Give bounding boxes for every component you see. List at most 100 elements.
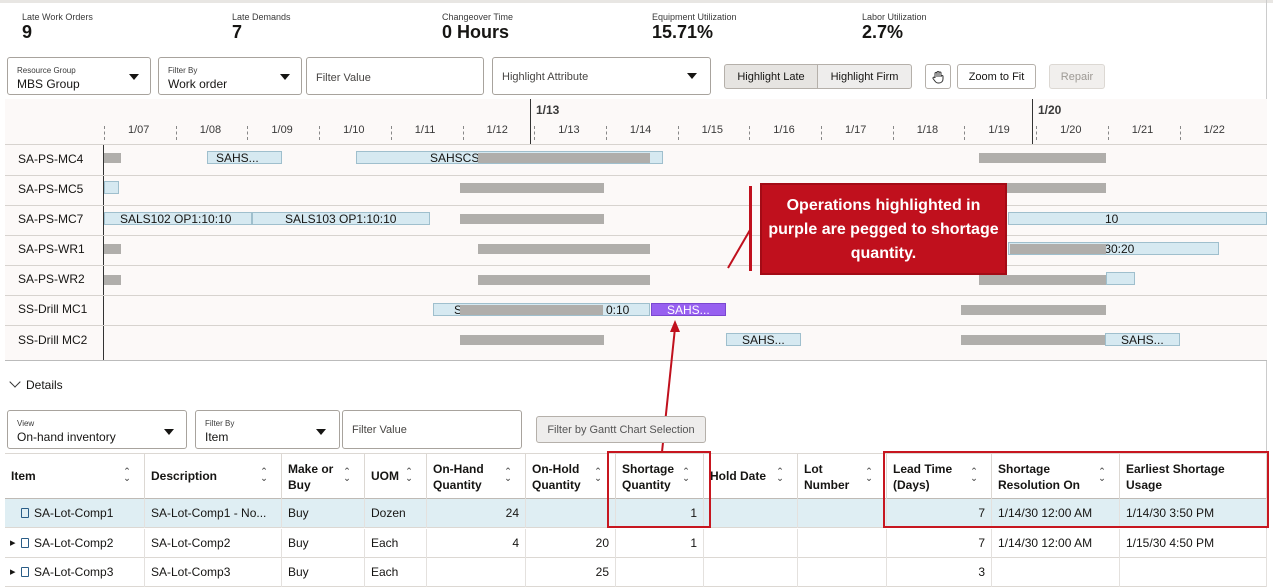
- resource-label[interactable]: SA-PS-MC7: [18, 212, 84, 226]
- gantt-operation-bar[interactable]: [478, 153, 650, 163]
- column-header[interactable]: Lot Number ⌃⌄: [798, 453, 887, 499]
- metric-changeover-time[interactable]: Changeover Time 0 Hours: [442, 12, 513, 43]
- sort-icon[interactable]: ⌃⌄: [504, 467, 514, 481]
- gantt-operation-bar[interactable]: [460, 183, 604, 193]
- highlight-firm-button[interactable]: Highlight Firm: [817, 64, 912, 89]
- column-header[interactable]: Item ⌃⌄: [5, 453, 145, 499]
- filter-by-select[interactable]: Filter By Work order: [158, 57, 302, 95]
- column-header-label: Earliest Shortage Usage: [1126, 462, 1225, 492]
- filter-value-placeholder: Filter Value: [352, 424, 407, 436]
- timeline-header: [5, 99, 1267, 145]
- resource-label[interactable]: SS-Drill MC1: [18, 302, 88, 316]
- column-header-label: On-Hand Quantity: [433, 462, 484, 492]
- sort-icon[interactable]: ⌃⌄: [594, 467, 604, 481]
- gantt-operation-bar[interactable]: [104, 153, 121, 163]
- gantt-operation-bar[interactable]: 10: [1008, 212, 1267, 225]
- gantt-left-axis: [103, 145, 104, 360]
- metric-late-demands[interactable]: Late Demands 7: [232, 12, 291, 43]
- day-tick-label: 1/09: [271, 124, 293, 136]
- metric-late-work-orders[interactable]: Late Work Orders 9: [22, 12, 93, 43]
- gantt-operation-bar[interactable]: [104, 181, 119, 194]
- gantt-operation-bar[interactable]: [104, 244, 121, 254]
- column-header[interactable]: Shortage Quantity ⌃⌄: [616, 453, 704, 499]
- sort-icon[interactable]: ⌃⌄: [1098, 467, 1108, 481]
- gantt-operation-bar[interactable]: SALS103 OP1:10:10: [252, 212, 430, 225]
- resource-label[interactable]: SA-PS-MC5: [18, 182, 84, 196]
- resource-label[interactable]: SA-PS-WR2: [18, 272, 85, 286]
- column-header[interactable]: On-Hand Quantity ⌃⌄: [427, 453, 526, 499]
- day-tick-label: 1/12: [486, 124, 508, 136]
- metric-equipment-utilization[interactable]: Equipment Utilization 15.71%: [652, 12, 737, 43]
- column-header[interactable]: Make or Buy ⌃⌄: [282, 453, 365, 499]
- gantt-shortage-operation-bar[interactable]: SAHS...: [651, 303, 726, 316]
- column-header[interactable]: On-Hold Quantity ⌃⌄: [526, 453, 616, 499]
- table-cell-description: SA-Lot-Comp1 - No...: [145, 499, 282, 528]
- gantt-operation-bar[interactable]: [478, 244, 650, 254]
- document-icon: [21, 508, 29, 518]
- table-row[interactable]: [5, 499, 1267, 528]
- resource-label[interactable]: SA-PS-WR1: [18, 242, 85, 256]
- view-select[interactable]: View On-hand inventory: [7, 410, 187, 449]
- repair-button[interactable]: Repair: [1049, 64, 1105, 89]
- filter-value-input[interactable]: Filter Value: [306, 57, 484, 95]
- column-header[interactable]: Lead Time (Days) ⌃⌄: [887, 453, 992, 499]
- item-name[interactable]: SA-Lot-Comp1: [34, 506, 114, 520]
- gantt-operation-bar[interactable]: SAHS...: [1105, 333, 1180, 346]
- gantt-operation-bar[interactable]: [1106, 272, 1135, 285]
- metric-labor-utilization[interactable]: Labor Utilization 2.7%: [862, 12, 927, 43]
- gantt-operation-bar[interactable]: [979, 153, 1106, 163]
- column-header-label: Item: [11, 469, 36, 483]
- day-tick-label: 1/16: [773, 124, 795, 136]
- sort-icon[interactable]: ⌃⌄: [123, 467, 133, 481]
- column-header[interactable]: Shortage Resolution On ⌃⌄: [992, 453, 1120, 499]
- highlight-late-button[interactable]: Highlight Late: [724, 64, 818, 89]
- gantt-operation-bar[interactable]: [961, 305, 1106, 315]
- details-filter-by-select[interactable]: Filter By Item: [195, 410, 340, 449]
- column-header-label: Hold Date: [710, 469, 767, 483]
- details-filter-value-input[interactable]: Filter Value: [342, 410, 522, 449]
- highlight-attribute-select[interactable]: Highlight Attribute: [492, 57, 711, 95]
- expand-row-icon[interactable]: ▸: [10, 536, 16, 549]
- hand-icon: [932, 70, 944, 83]
- sort-icon[interactable]: ⌃⌄: [405, 467, 415, 481]
- gantt-operation-bar[interactable]: [961, 335, 1106, 345]
- sort-icon[interactable]: ⌃⌄: [343, 467, 353, 481]
- gantt-operation-bar[interactable]: [460, 214, 604, 224]
- metric-value: 2.7%: [862, 22, 904, 42]
- item-name[interactable]: SA-Lot-Comp3: [34, 565, 114, 579]
- column-header[interactable]: UOM ⌃⌄: [365, 453, 427, 499]
- gantt-operation-bar[interactable]: [460, 305, 603, 315]
- gantt-operation-bar[interactable]: [104, 275, 121, 285]
- gantt-operation-bar[interactable]: [478, 275, 650, 285]
- gantt-operation-bar[interactable]: [1010, 244, 1106, 254]
- column-header[interactable]: Description ⌃⌄: [145, 453, 282, 499]
- sort-icon[interactable]: ⌃⌄: [260, 467, 270, 481]
- gantt-operation-bar[interactable]: [979, 183, 1106, 193]
- gantt-operation-bar[interactable]: SAHS...: [207, 151, 282, 164]
- resource-label[interactable]: SS-Drill MC2: [18, 333, 88, 347]
- column-header[interactable]: Earliest Shortage Usage: [1120, 453, 1267, 499]
- expand-row-icon[interactable]: ▸: [10, 566, 16, 578]
- table-row[interactable]: [5, 528, 1267, 558]
- table-cell-resolution: 1/14/30 12:00 AM: [992, 499, 1120, 528]
- gantt-operation-bar[interactable]: [460, 335, 604, 345]
- sort-icon[interactable]: ⌃⌄: [776, 467, 786, 481]
- sort-icon[interactable]: ⌃⌄: [970, 467, 980, 481]
- column-header[interactable]: Hold Date ⌃⌄: [704, 453, 798, 499]
- gantt-operation-bar[interactable]: SALS102 OP1:10:10: [104, 212, 252, 225]
- sort-icon[interactable]: ⌃⌄: [865, 467, 875, 481]
- item-name[interactable]: SA-Lot-Comp2: [34, 535, 114, 550]
- pan-hand-button[interactable]: [925, 64, 951, 89]
- zoom-to-fit-button[interactable]: Zoom to Fit: [957, 64, 1036, 89]
- day-tick-divider: [1179, 126, 1181, 140]
- details-toggle[interactable]: Details: [9, 376, 63, 392]
- table-cell-item: SA-Lot-Comp1: [5, 499, 145, 528]
- resource-group-value: MBS Group: [17, 77, 80, 91]
- resource-label[interactable]: SA-PS-MC4: [18, 152, 84, 166]
- resource-group-select[interactable]: Resource Group MBS Group: [7, 57, 151, 95]
- filter-by-gantt-selection-button[interactable]: Filter by Gantt Chart Selection: [536, 416, 706, 443]
- week-label: 1/20: [1038, 103, 1062, 117]
- sort-icon[interactable]: ⌃⌄: [682, 467, 692, 481]
- gantt-operation-bar[interactable]: [979, 275, 1106, 285]
- gantt-operation-bar[interactable]: SAHS...: [726, 333, 801, 346]
